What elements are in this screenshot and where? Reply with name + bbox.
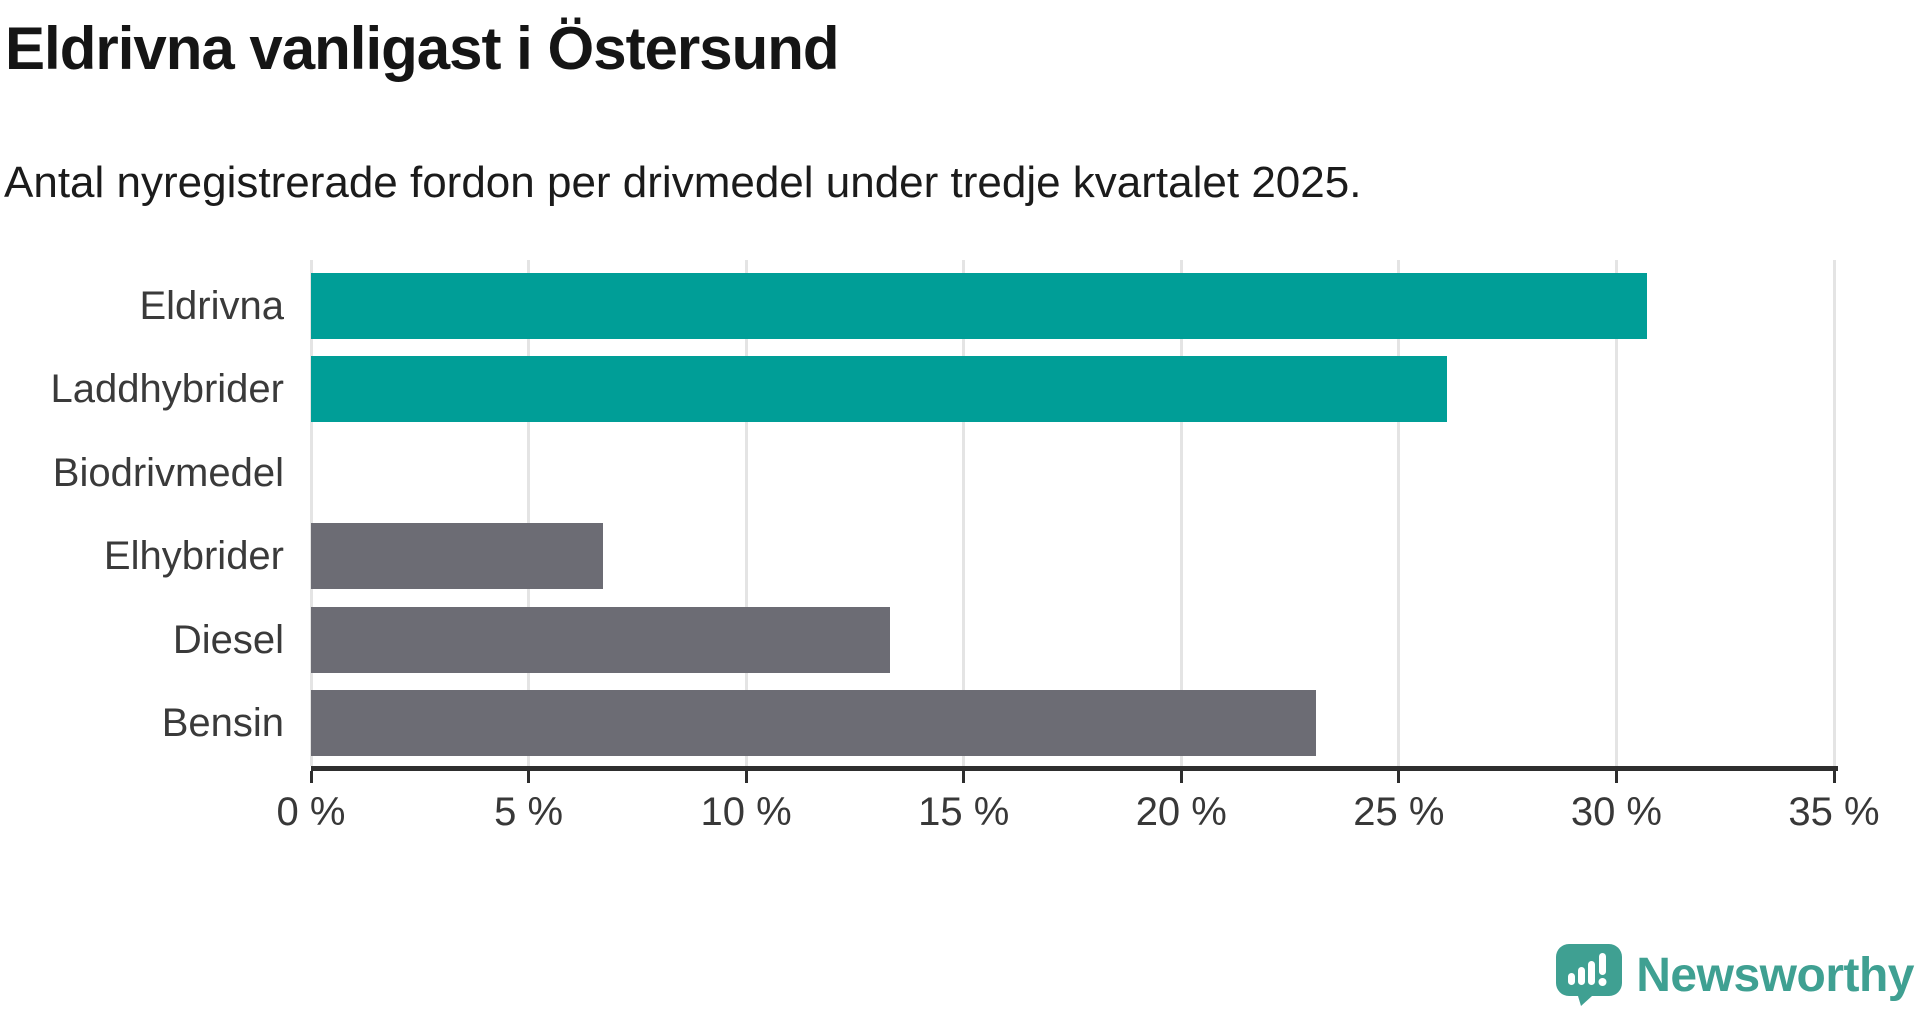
gridline-25 — [1397, 260, 1401, 766]
bar-bensin — [311, 690, 1316, 756]
category-label-bensin: Bensin — [161, 701, 284, 745]
chart-title: Eldrivna vanligast i Östersund — [5, 15, 840, 82]
gridline-35 — [1832, 260, 1836, 766]
bar-elhybrider — [311, 523, 603, 590]
tick-label-20: 20 % — [1135, 790, 1227, 834]
newsworthy-logo-icon — [1556, 944, 1623, 1006]
tick-label-30: 30 % — [1570, 790, 1662, 834]
category-label-laddhybrider: Laddhybrider — [50, 367, 285, 412]
tick-mark-30 — [1614, 771, 1618, 783]
tick-label-35: 35 % — [1788, 790, 1880, 834]
bar-diesel — [311, 606, 890, 673]
tick-label-5: 5 % — [494, 790, 564, 834]
category-label-elhybrider: Elhybrider — [103, 534, 284, 579]
chart-subtitle: Antal nyregistrerade fordon per drivmede… — [4, 158, 1362, 207]
newsworthy-logo: Newsworthy — [1556, 944, 1914, 1006]
gridline-0 — [309, 260, 313, 766]
tick-mark-15 — [962, 771, 966, 783]
gridline-30 — [1614, 260, 1618, 766]
tick-mark-0 — [309, 771, 313, 783]
category-label-diesel: Diesel — [172, 617, 284, 662]
tick-label-15: 15 % — [918, 790, 1010, 834]
bar-eldrivna — [311, 273, 1647, 339]
category-label-biodrivmedel: Biodrivmedel — [52, 450, 284, 495]
tick-mark-35 — [1832, 771, 1836, 783]
category-label-eldrivna: Eldrivna — [139, 284, 284, 328]
gridline-20 — [1179, 260, 1183, 766]
newsworthy-logo-text: Newsworthy — [1636, 948, 1914, 1002]
x-axis-line — [311, 766, 1838, 771]
tick-label-25: 25 % — [1353, 790, 1445, 834]
gridline-10 — [744, 260, 748, 766]
tick-label-0: 0 % — [276, 790, 346, 834]
tick-label-10: 10 % — [700, 790, 792, 834]
gridline-15 — [962, 260, 966, 766]
tick-mark-10 — [744, 771, 748, 783]
bar-laddhybrider — [311, 356, 1447, 423]
tick-mark-20 — [1179, 771, 1183, 783]
plot-area — [309, 260, 1836, 766]
gridline-5 — [527, 260, 531, 766]
tick-mark-5 — [527, 771, 531, 783]
tick-mark-25 — [1397, 771, 1401, 783]
